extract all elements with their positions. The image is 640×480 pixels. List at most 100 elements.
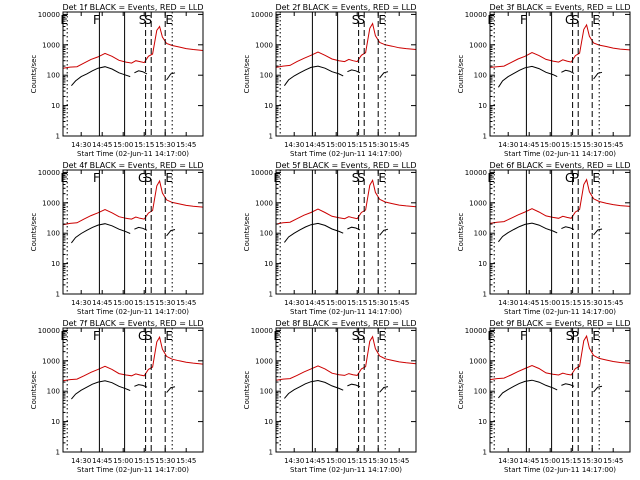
series-events-1 bbox=[284, 379, 344, 399]
x-tick-label-3: 15:15 bbox=[561, 141, 581, 149]
y-tick-label-1: 10 bbox=[478, 102, 487, 110]
marker-label-6: E bbox=[378, 329, 386, 343]
x-tick-label-2: 15:00 bbox=[113, 299, 133, 307]
x-tick-label-4: 15:30 bbox=[368, 299, 388, 307]
series-lld-0 bbox=[63, 179, 203, 226]
marker-label-0: E bbox=[60, 171, 68, 185]
panel-9: E F SP E14:30 14:45 15:00 15:15 15:30 15:4511010… bbox=[457, 319, 631, 474]
series-lld-0 bbox=[276, 22, 416, 68]
x-tick-label-0: 14:30 bbox=[71, 299, 91, 307]
series-events-1 bbox=[283, 65, 344, 86]
plot-frame bbox=[275, 327, 417, 453]
x-tick-label-4: 15:30 bbox=[582, 141, 602, 149]
y-tick-label-3: 1000 bbox=[255, 357, 273, 365]
marker-label-6: E bbox=[165, 329, 173, 343]
x-tick-label-2: 15:00 bbox=[326, 457, 346, 465]
panel-2: SS E14:30 14:45 15:00 15:15 15:30 15:451101001… bbox=[243, 3, 417, 158]
series-events-3 bbox=[379, 228, 389, 236]
y-tick-label-2: 100 bbox=[474, 72, 487, 80]
y-tick-label-1: 10 bbox=[264, 102, 273, 110]
x-tick-label-2: 15:00 bbox=[326, 299, 346, 307]
marker-label-6: E bbox=[378, 13, 386, 27]
y-tick-label-2: 100 bbox=[474, 230, 487, 238]
series-group bbox=[63, 25, 203, 87]
y-tick-label-4: 10000 bbox=[38, 11, 60, 19]
y-tick-label-1: 10 bbox=[478, 418, 487, 426]
marker-label-4: S bbox=[144, 329, 152, 343]
marker-label-4: S bbox=[144, 13, 152, 27]
series-group bbox=[490, 23, 630, 88]
panel-8: E SS E14:30 14:45 15:00 15:15 15:30 15:45110100… bbox=[243, 319, 417, 474]
y-tick-label-0: 1 bbox=[56, 291, 60, 299]
x-tick-label-4: 15:30 bbox=[582, 299, 602, 307]
y-axis-label: Counts/sec bbox=[30, 213, 38, 252]
x-tick-label-1: 14:45 bbox=[305, 457, 325, 465]
x-axis-label: Start Time (02-Jun-11 14:17:00) bbox=[77, 308, 189, 316]
panel-4: E F GS E14:30 14:45 15:00 15:15 15:30 15:4511010… bbox=[30, 161, 204, 316]
y-tick-label-2: 100 bbox=[474, 388, 487, 396]
y-tick-label-3: 1000 bbox=[469, 357, 487, 365]
y-axis-label: Counts/sec bbox=[243, 371, 251, 410]
y-tick-label-0: 1 bbox=[483, 449, 487, 457]
x-tick-label-0: 14:30 bbox=[498, 457, 518, 465]
x-tick-label-5: 15:45 bbox=[176, 141, 196, 149]
y-tick-label-2: 100 bbox=[260, 388, 273, 396]
y-tick-label-4: 10000 bbox=[465, 327, 487, 335]
y-tick-label-3: 1000 bbox=[469, 41, 487, 49]
series-events-1 bbox=[71, 66, 131, 87]
marker-label-0: E bbox=[487, 13, 495, 27]
series-events-3 bbox=[166, 386, 176, 393]
y-tick-label-4: 10000 bbox=[251, 327, 273, 335]
marker-label-0: E bbox=[60, 329, 68, 343]
y-tick-label-4: 10000 bbox=[38, 327, 60, 335]
series-group bbox=[490, 334, 630, 399]
series-events-2 bbox=[134, 70, 148, 75]
series-events-2 bbox=[561, 69, 575, 74]
marker-label-3: S bbox=[352, 13, 360, 27]
series-events-1 bbox=[284, 222, 344, 243]
marker-label-1: F bbox=[520, 13, 527, 27]
panel-title: Det 4f BLACK = Events, RED = LLD bbox=[62, 161, 203, 170]
marker-label-3: G bbox=[565, 171, 574, 185]
x-tick-label-3: 15:15 bbox=[561, 299, 581, 307]
y-tick-label-2: 100 bbox=[47, 388, 60, 396]
series-events-2 bbox=[347, 226, 361, 231]
series-events-3 bbox=[379, 71, 389, 79]
panel-7: E F GS E14:30 14:45 15:00 15:15 15:30 15:4511010… bbox=[30, 319, 204, 474]
marker-label-4: P bbox=[572, 171, 579, 185]
y-tick-label-0: 1 bbox=[483, 291, 487, 299]
series-lld-0 bbox=[63, 25, 203, 69]
y-axis-label: Counts/sec bbox=[30, 371, 38, 410]
x-tick-label-3: 15:15 bbox=[347, 457, 367, 465]
marker-label-3: S bbox=[139, 13, 147, 27]
y-tick-label-3: 1000 bbox=[42, 41, 60, 49]
marker-label-0: E bbox=[487, 329, 495, 343]
y-tick-label-4: 10000 bbox=[251, 11, 273, 19]
series-lld-0 bbox=[490, 334, 630, 381]
y-tick-label-3: 1000 bbox=[42, 357, 60, 365]
series-events-2 bbox=[561, 383, 575, 387]
y-tick-label-0: 1 bbox=[483, 133, 487, 141]
y-tick-label-1: 10 bbox=[51, 102, 60, 110]
x-tick-label-2: 15:00 bbox=[113, 457, 133, 465]
series-events-2 bbox=[347, 383, 361, 388]
panel-3: E F GS E14:30 14:45 15:00 15:15 15:30 15:4511010… bbox=[457, 3, 631, 158]
marker-label-0: E bbox=[273, 329, 281, 343]
x-tick-label-4: 15:30 bbox=[155, 457, 175, 465]
x-tick-label-3: 15:15 bbox=[561, 457, 581, 465]
x-axis-label: Start Time (02-Jun-11 14:17:00) bbox=[290, 466, 402, 474]
y-tick-label-3: 1000 bbox=[42, 199, 60, 207]
x-tick-label-1: 14:45 bbox=[305, 141, 325, 149]
y-tick-label-4: 10000 bbox=[251, 169, 273, 177]
x-tick-label-0: 14:30 bbox=[284, 457, 304, 465]
series-group bbox=[276, 178, 416, 243]
x-axis-label: Start Time (02-Jun-11 14:17:00) bbox=[77, 150, 189, 158]
panel-title: Det 2f BLACK = Events, RED = LLD bbox=[275, 3, 416, 12]
x-tick-label-4: 15:30 bbox=[155, 141, 175, 149]
x-tick-label-5: 15:45 bbox=[603, 141, 623, 149]
plot-frame bbox=[489, 327, 631, 453]
series-events-1 bbox=[498, 222, 558, 243]
marker-label-3: S bbox=[352, 329, 360, 343]
y-axis-label: Counts/sec bbox=[457, 213, 465, 252]
x-tick-label-5: 15:45 bbox=[389, 141, 409, 149]
